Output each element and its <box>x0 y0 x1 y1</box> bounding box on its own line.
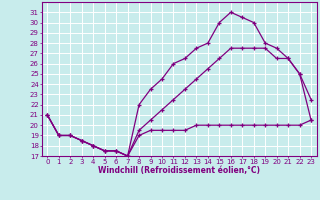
X-axis label: Windchill (Refroidissement éolien,°C): Windchill (Refroidissement éolien,°C) <box>98 166 260 175</box>
